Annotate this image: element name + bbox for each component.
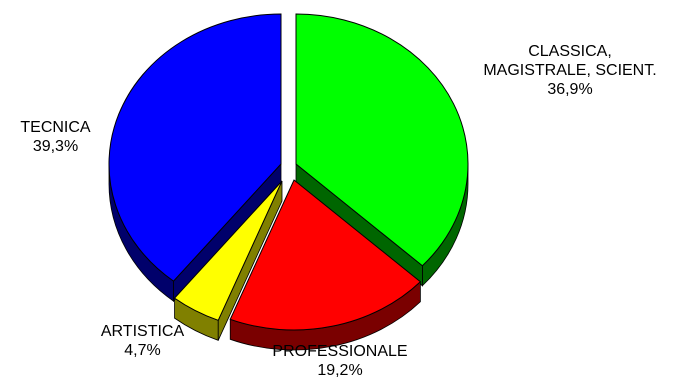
slice-percent: 19,2% [317,362,363,379]
slice-tecnica [108,13,282,282]
slice-professionale [229,179,422,331]
slice-percent: 39,3% [32,138,79,155]
slice-label-classica: CLASSICA, MAGISTRALE, SCIENT. 36,9% [445,42,695,99]
slice-classica [295,13,469,267]
label-line: ARTISTICA [100,323,185,340]
slice-label-tecnica: TECNICA 39,3% [8,118,103,156]
label-line: PROFESSIONALE [272,343,408,360]
label-line: CLASSICA, [528,43,612,60]
slice-artistica [173,180,283,321]
label-line: TECNICA [20,119,91,136]
slice-label-artistica: ARTISTICA 4,7% [80,322,205,360]
slice-percent: 4,7% [124,342,161,359]
slice-label-professionale: PROFESSIONALE 19,2% [230,342,450,380]
label-line: MAGISTRALE, SCIENT. [483,62,657,79]
slice-percent: 36,9% [547,81,593,98]
